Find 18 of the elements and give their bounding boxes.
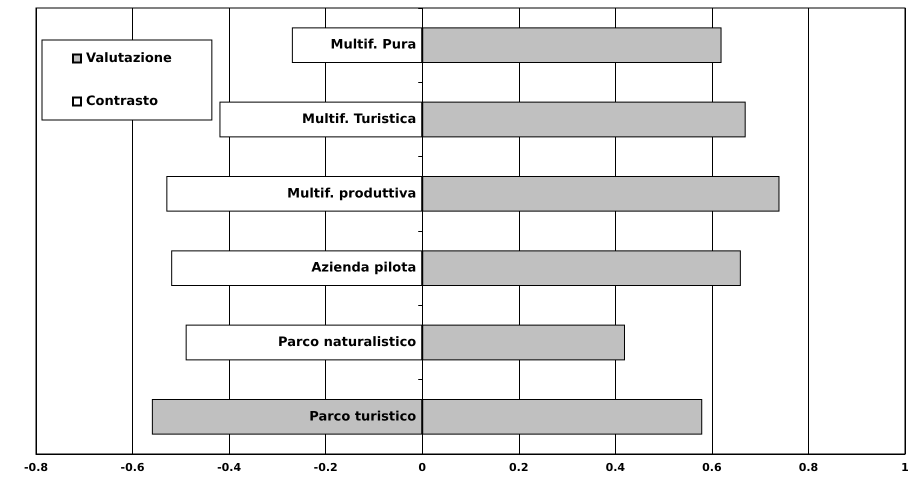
x-tick-label: -0.4 <box>217 461 242 474</box>
x-tick-label: -0.8 <box>24 461 48 474</box>
x-tick-label: 0 <box>418 461 426 474</box>
y-tick-label: Parco naturalistico <box>278 335 416 350</box>
y-tick-label: Parco turistico <box>309 409 416 424</box>
legend-label: Valutazione <box>86 51 172 66</box>
y-tick-label: Multif. Turistica <box>302 112 416 127</box>
y-tick-label: Multif. produttiva <box>287 186 416 202</box>
x-tick-label: 0.2 <box>509 461 529 474</box>
x-tick-label: 0.4 <box>606 461 626 474</box>
x-tick-label: 0.8 <box>798 461 818 474</box>
legend-label: Contrasto <box>86 94 158 109</box>
x-tick-label: 0.6 <box>702 461 722 474</box>
y-tick-label: Azienda pilota <box>311 260 416 276</box>
x-tick-label: 1 <box>901 461 908 474</box>
x-tick-label: -0.2 <box>314 461 338 474</box>
x-tick-label: -0.6 <box>120 461 145 474</box>
y-tick-label: Multif. Pura <box>330 38 416 53</box>
